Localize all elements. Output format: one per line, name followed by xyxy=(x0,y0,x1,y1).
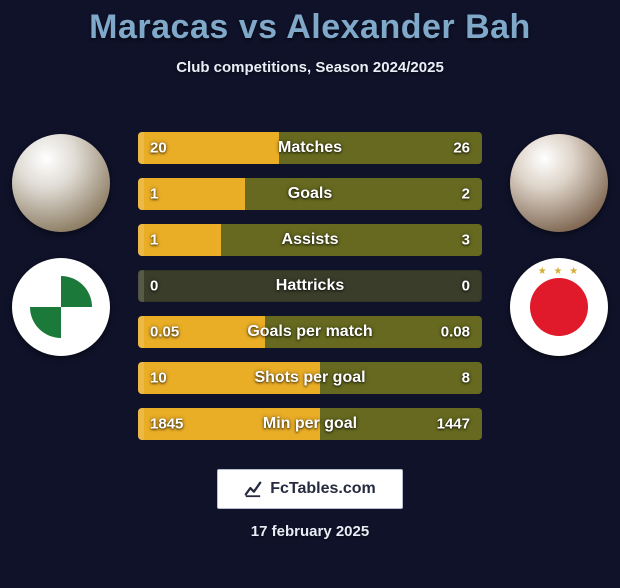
club-right-logo xyxy=(510,258,608,356)
stat-edge xyxy=(138,362,144,394)
stat-row: 1 2 Goals xyxy=(138,178,482,210)
stat-value-right: 26 xyxy=(453,140,470,157)
stat-edge xyxy=(138,224,144,256)
stat-label: Goals xyxy=(288,185,332,203)
stat-value-right: 0.08 xyxy=(441,324,470,341)
stat-value-left: 1845 xyxy=(150,416,183,433)
stat-value-right: 2 xyxy=(462,186,470,203)
stat-row: 20 26 Matches xyxy=(138,132,482,164)
stat-value-left: 0 xyxy=(150,278,158,295)
stat-label: Goals per match xyxy=(247,323,372,341)
stat-fill-right xyxy=(221,224,482,256)
stat-value-left: 20 xyxy=(150,140,167,157)
stat-value-left: 0.05 xyxy=(150,324,179,341)
stat-edge xyxy=(138,178,144,210)
stat-value-right: 0 xyxy=(462,278,470,295)
stat-value-right: 8 xyxy=(462,370,470,387)
stat-fill-right xyxy=(245,178,482,210)
stat-value-left: 1 xyxy=(150,186,158,203)
club-left-logo xyxy=(12,258,110,356)
stat-row: 10 8 Shots per goal xyxy=(138,362,482,394)
stat-value-right: 3 xyxy=(462,232,470,249)
stat-label: Min per goal xyxy=(263,415,357,433)
source-logo-icon xyxy=(244,480,262,498)
stat-label: Shots per goal xyxy=(254,369,365,387)
stat-row: 1 3 Assists xyxy=(138,224,482,256)
player-right-avatar xyxy=(510,134,608,232)
left-column xyxy=(12,134,110,356)
stat-edge xyxy=(138,132,144,164)
right-column xyxy=(510,134,608,356)
footer: FcTables.com 17 february 2025 xyxy=(0,469,620,540)
stat-edge xyxy=(138,270,144,302)
source-label: FcTables.com xyxy=(270,480,376,498)
stat-edge xyxy=(138,408,144,440)
stat-row: 0 0 Hattricks xyxy=(138,270,482,302)
stat-edge xyxy=(138,316,144,348)
date-text: 17 february 2025 xyxy=(251,523,369,540)
stat-row: 1845 1447 Min per goal xyxy=(138,408,482,440)
source-badge[interactable]: FcTables.com xyxy=(217,469,403,509)
stat-label: Hattricks xyxy=(276,277,344,295)
stat-value-left: 1 xyxy=(150,232,158,249)
page-title: Maracas vs Alexander Bah xyxy=(0,8,620,47)
stat-label: Matches xyxy=(278,139,342,157)
subtitle: Club competitions, Season 2024/2025 xyxy=(0,59,620,76)
stat-row: 0.05 0.08 Goals per match xyxy=(138,316,482,348)
stats-container: 20 26 Matches 1 2 Goals 1 3 Assists 0 0 Hattricks 0.… xyxy=(138,132,482,440)
stat-value-right: 1447 xyxy=(437,416,470,433)
player-left-avatar xyxy=(12,134,110,232)
stat-value-left: 10 xyxy=(150,370,167,387)
stat-label: Assists xyxy=(282,231,339,249)
